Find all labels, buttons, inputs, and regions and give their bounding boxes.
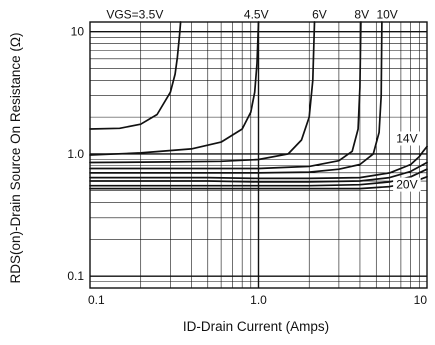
curve-label: VGS=3.5V: [106, 8, 163, 22]
series-line: [89, 21, 182, 130]
y-tick-label: 10: [71, 25, 85, 39]
y-tick-label: 1.0: [67, 147, 84, 161]
x-tick-label: 1.0: [250, 293, 267, 307]
series-line: [89, 21, 362, 170]
curve-label: 6V: [312, 8, 327, 22]
grid: [90, 22, 427, 288]
series-line: [89, 21, 316, 164]
curve-label: 14V: [396, 131, 417, 145]
y-tick-label: 0.1: [67, 269, 84, 283]
y-axis-title: RDS(on)-Drain Source On Resistance (Ω): [8, 33, 23, 284]
curve-label: 20V: [396, 178, 417, 192]
curve-label: 10V: [376, 8, 397, 22]
curve-label: 8V: [354, 8, 369, 22]
series-line: [89, 21, 383, 174]
x-tick-label: 10: [414, 293, 428, 307]
tick-labels: 0.1 1.0 10 0.1 1.0 10: [67, 25, 427, 307]
x-axis-title: ID-Drain Current (Amps): [183, 319, 329, 334]
curve-label-background: [393, 131, 421, 146]
plot-frame: [89, 21, 428, 289]
x-tick-label: 0.1: [88, 293, 105, 307]
series-line: [89, 21, 260, 156]
curve-label-background: [393, 177, 421, 192]
curve-label: 4.5V: [244, 8, 269, 22]
series-line: [89, 161, 428, 183]
curve-labels: VGS=3.5V 4.5V 6V 8V 10V 14V 20V: [106, 8, 421, 192]
series-line: [89, 145, 428, 180]
